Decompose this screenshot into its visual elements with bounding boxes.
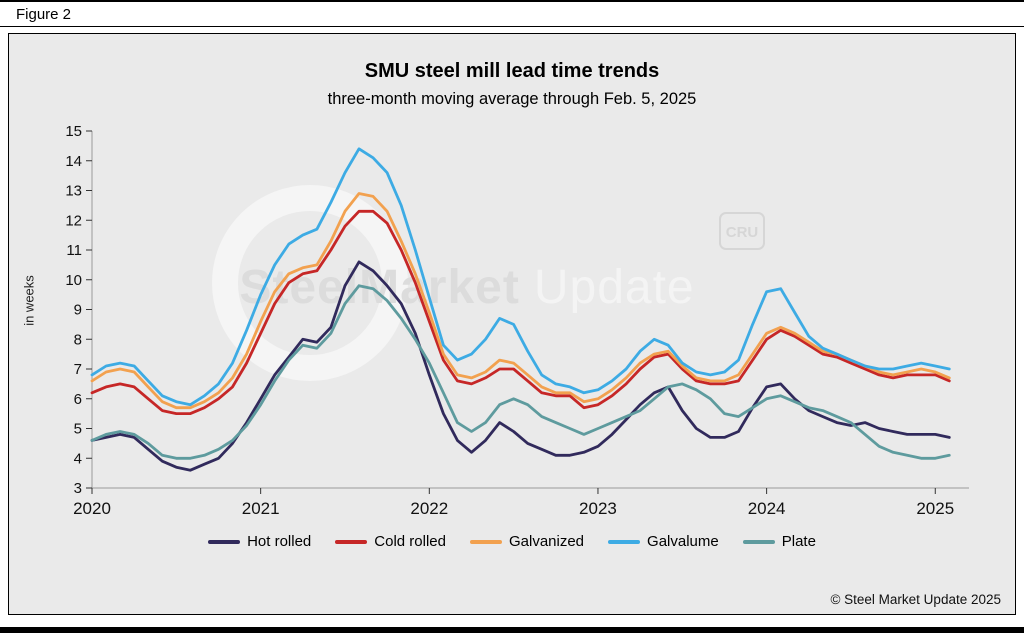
y-tick-label: 4 <box>74 450 82 467</box>
y-tick-label: 11 <box>66 242 82 259</box>
legend-swatch <box>335 539 368 544</box>
legend-swatch <box>469 539 502 544</box>
x-tick-label: 2022 <box>410 499 448 518</box>
x-tick-label: 2025 <box>916 499 954 518</box>
series-line-plate <box>90 284 951 460</box>
y-tick-label: 13 <box>65 183 82 200</box>
y-tick-label: 5 <box>74 421 82 438</box>
series-line-galvalume <box>90 147 951 407</box>
legend-item-plate: Plate <box>742 533 816 550</box>
y-tick-label: 8 <box>74 331 82 348</box>
legend-item-hot-rolled: Hot rolled <box>208 533 311 550</box>
y-tick-label: 10 <box>65 272 82 289</box>
legend-label: Galvalume <box>647 533 719 550</box>
y-tick-label: 9 <box>74 302 82 319</box>
y-tick-label: 14 <box>65 153 82 170</box>
legend-label: Plate <box>781 533 816 550</box>
watermark-swoosh <box>212 185 408 381</box>
series-line-cold-rolled <box>90 209 951 416</box>
y-axis-label: in weeks <box>21 275 37 326</box>
y-tick-label: 7 <box>74 361 82 378</box>
legend-label: Hot rolled <box>247 533 312 550</box>
legend: Hot rolled Cold rolled Galvanized Galvalume… <box>9 533 1015 550</box>
chart-panel: SMU steel mill lead time trends three-mo… <box>8 33 1016 615</box>
series-line-galvanized <box>90 192 951 410</box>
watermark-text: SteelMarket Update <box>239 261 694 314</box>
legend-swatch <box>208 539 241 544</box>
figure-label: Figure 2 <box>16 6 72 23</box>
legend-item-cold-rolled: Cold rolled <box>335 533 446 550</box>
x-tick-label: 2023 <box>579 499 617 518</box>
header-divider <box>0 26 1024 27</box>
cru-logo-box <box>719 212 765 250</box>
cru-logo-text: CRU <box>726 224 759 241</box>
chart-area: in weeks SteelMarket Update CRU 3 4 5 6 7 8 9 10 11… <box>22 123 987 523</box>
legend-item-galvalume: Galvalume <box>608 533 719 550</box>
legend-label: Cold rolled <box>374 533 446 550</box>
y-tick-label: 15 <box>65 123 82 140</box>
y-tick-label: 6 <box>74 391 82 408</box>
chart-title: SMU steel mill lead time trends <box>364 60 660 82</box>
legend-item-galvanized: Galvanized <box>469 533 585 550</box>
legend-swatch <box>742 539 775 544</box>
page-top-rule <box>0 0 1024 2</box>
x-tick-label: 2020 <box>73 499 111 518</box>
legend-label: Galvanized <box>508 533 585 550</box>
lead-time-chart: SteelMarket Update CRU 3 4 5 6 7 8 9 10 11 12 13 14 15 2… <box>65 123 969 518</box>
copyright: © Steel Market Update 2025 <box>830 592 1001 607</box>
legend-swatch <box>608 539 641 544</box>
x-tick-label: 2024 <box>748 499 786 518</box>
y-tick-label: 12 <box>65 212 82 229</box>
y-tick-label: 3 <box>74 480 82 497</box>
x-tick-label: 2021 <box>242 499 280 518</box>
chart-subtitle: three-month moving average through Feb. … <box>327 90 697 108</box>
page-bottom-rule <box>0 627 1024 633</box>
